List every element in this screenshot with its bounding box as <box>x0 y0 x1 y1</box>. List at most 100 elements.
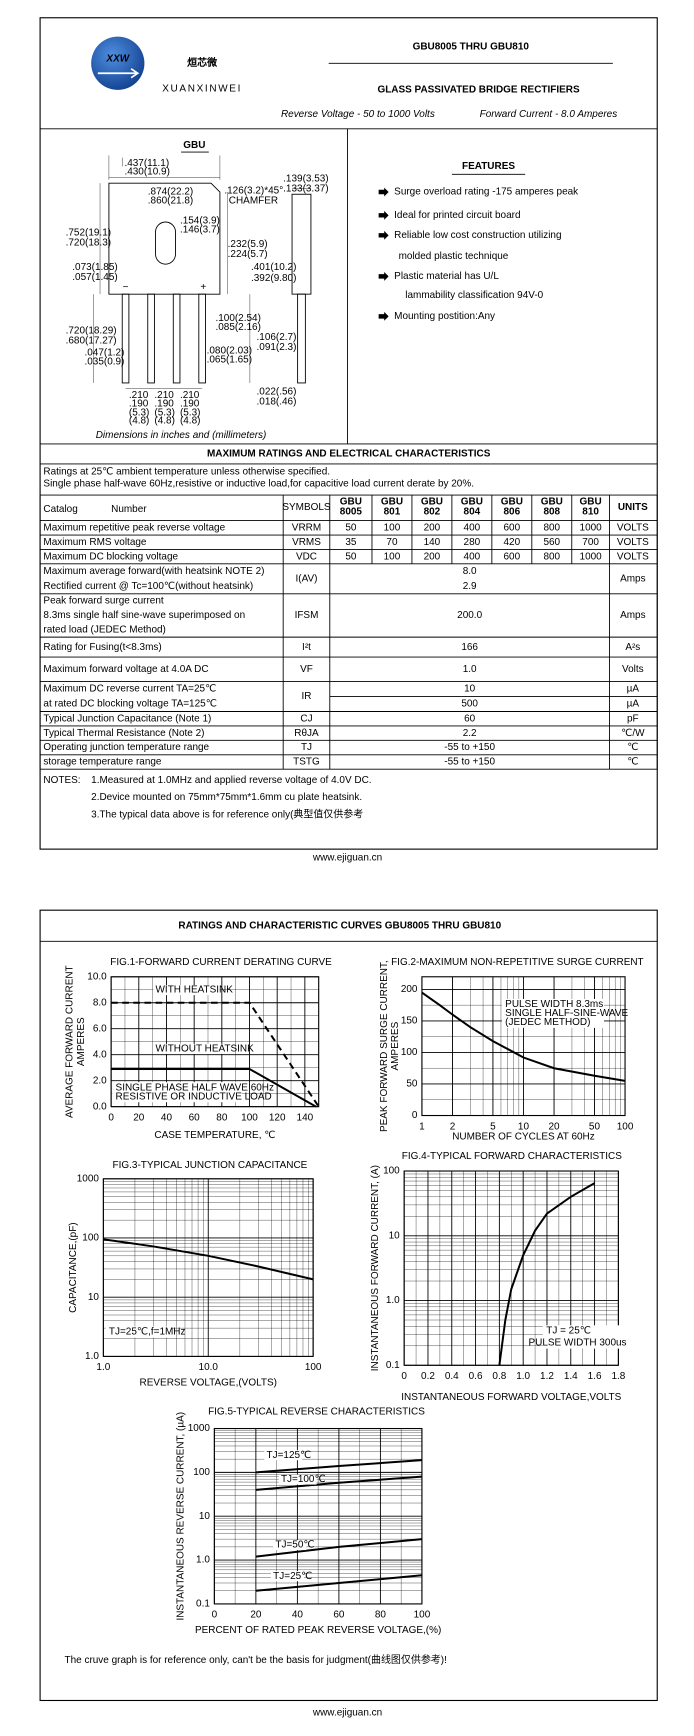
plot-frame <box>110 976 320 1108</box>
column-head: GBU <box>340 496 362 507</box>
annotation: PULSE WIDTH 300us <box>528 1338 626 1349</box>
cell-value: 280 <box>464 537 481 548</box>
cell-value: 400 <box>464 522 481 533</box>
annotation-bg <box>501 998 605 1028</box>
x-axis-label: NUMBER OF CYCLES AT 60Hz <box>452 1131 595 1142</box>
curve <box>421 991 626 1082</box>
annotation: TJ=25℃,f=1MHz <box>109 1327 186 1338</box>
pitch-label: .190 <box>129 399 149 410</box>
unit: Amps <box>620 610 645 621</box>
pitch-label: .190 <box>154 399 174 410</box>
logo-cn: 烜芯微 <box>187 56 217 69</box>
polarity: − <box>123 282 129 293</box>
dimension-label: .100(2.54) <box>215 313 260 324</box>
parameter: Maximum DC blocking voltage <box>43 551 178 562</box>
x-tick-label: 120 <box>269 1112 286 1123</box>
unit: A²s <box>625 642 640 653</box>
dimension-label: .860(21.8) <box>148 196 193 207</box>
y-tick-label: 100 <box>193 1467 210 1478</box>
pitch-label: (4.8) <box>180 415 200 426</box>
label-bg <box>153 985 220 996</box>
package-hole <box>155 221 176 265</box>
x-tick-label: 1 <box>419 1121 425 1132</box>
curve <box>255 1538 423 1558</box>
curve <box>111 1067 317 1108</box>
features-title: FEATURES <box>462 161 515 172</box>
series-label: TJ=25℃ <box>273 1571 312 1582</box>
x-tick-label: 0.4 <box>445 1371 459 1382</box>
x-tick-label: 40 <box>292 1610 304 1621</box>
parameter: 8.3ms single half sine-wave superimposed… <box>43 610 245 621</box>
figure-title: FIG.1-FORWARD CURRENT DERATING CURVE <box>110 957 332 968</box>
column-head: 810 <box>582 506 599 517</box>
bullet <box>378 187 389 197</box>
dimension-label: CHAMFER <box>229 196 278 207</box>
y-tick-label: 4.0 <box>93 1049 107 1060</box>
y-tick-label: 10 <box>88 1292 100 1303</box>
dimension-label: .091(2.3) <box>257 342 297 353</box>
column-head: 804 <box>464 506 481 517</box>
column-head: 808 <box>543 506 560 517</box>
dimension-label: .874(22.2) <box>148 187 193 198</box>
x-tick-label: 20 <box>250 1610 262 1621</box>
series-label: TJ=125℃ <box>267 1450 312 1461</box>
annotation: (JEDEC METHOD) <box>505 1017 590 1028</box>
cell-value: 420 <box>504 537 521 548</box>
parameter: Operating junction temperature range <box>43 742 209 753</box>
x-tick-label: 80 <box>375 1610 387 1621</box>
x-tick-label: 1.6 <box>588 1371 602 1382</box>
plot-frame <box>213 1427 423 1605</box>
dimension-label: .106(2.7) <box>257 332 297 343</box>
dimension-label: .430(10.9) <box>124 167 169 178</box>
x-tick-label: 1.4 <box>564 1371 578 1382</box>
cell-value: 1000 <box>580 551 603 562</box>
lead <box>147 293 155 384</box>
package-title: GBU <box>183 140 205 151</box>
y-tick-label: 1.0 <box>386 1295 400 1306</box>
cell-value: 8.0 <box>463 566 477 577</box>
cell-value: 800 <box>543 522 560 533</box>
x-axis-label: REVERSE VOLTAGE,(VOLTS) <box>140 1378 277 1389</box>
notes-label: NOTES: <box>43 775 80 786</box>
plot-frame <box>403 1170 619 1366</box>
note: 1.Measured at 1.0MHz and applied reverse… <box>91 775 371 786</box>
pitch-label: .210 <box>154 390 174 401</box>
x-tick-label: 1.0 <box>516 1371 530 1382</box>
feature-item: Reliable low cost construction utilizing <box>394 230 561 241</box>
dimension-label: .035(0.9) <box>84 356 124 367</box>
symbol: VDC <box>296 551 317 562</box>
column-head: 806 <box>504 506 521 517</box>
y-tick-label: 0.1 <box>386 1360 400 1371</box>
page2-title: RATINGS AND CHARACTERISTIC CURVES GBU800… <box>178 920 501 931</box>
annotation-bg <box>542 1325 627 1349</box>
y-axis-label: AMPERES <box>390 1021 401 1070</box>
dimension-label: .022(.56) <box>257 386 297 397</box>
pitch-label: (4.8) <box>129 415 150 426</box>
symbol: I²t <box>302 642 311 653</box>
label-bg <box>270 1571 305 1582</box>
subtitle: GLASS PASSIVATED BRIDGE RECTIFIERS <box>377 85 580 96</box>
parameter: Typical Thermal Resistance (Note 2) <box>43 728 204 739</box>
annotation: TJ = 25℃ <box>546 1326 591 1337</box>
x-tick-label: 1.2 <box>540 1371 554 1382</box>
y-tick-label: 6.0 <box>93 1023 107 1034</box>
y-tick-label: 100 <box>82 1233 99 1244</box>
page1-frame <box>39 17 658 850</box>
annotation-bg <box>105 1326 172 1338</box>
pitch-label: (5.3) <box>154 408 175 419</box>
y-tick-label: 10 <box>199 1511 211 1522</box>
y-tick-label: 10.0 <box>87 971 107 982</box>
annotation: SINGLE HALF-SINE-WAVE <box>505 1008 628 1019</box>
x-tick-label: 0.6 <box>469 1371 483 1382</box>
parameter: Peak forward surge current <box>43 596 163 607</box>
dimension-label: .065(1.65) <box>207 354 252 365</box>
annotation-bg <box>112 1082 242 1103</box>
pitch-label: .210 <box>129 390 149 401</box>
y-tick-label: 50 <box>406 1079 418 1090</box>
pitch-label: .210 <box>180 390 200 401</box>
cell-value: 500 <box>461 699 478 710</box>
dimension-label: .720(18.29) <box>66 325 117 336</box>
pitch-label: (4.8) <box>154 415 175 426</box>
figure-title: FIG.5-TYPICAL REVERSE CHARACTERISTICS <box>208 1407 425 1418</box>
